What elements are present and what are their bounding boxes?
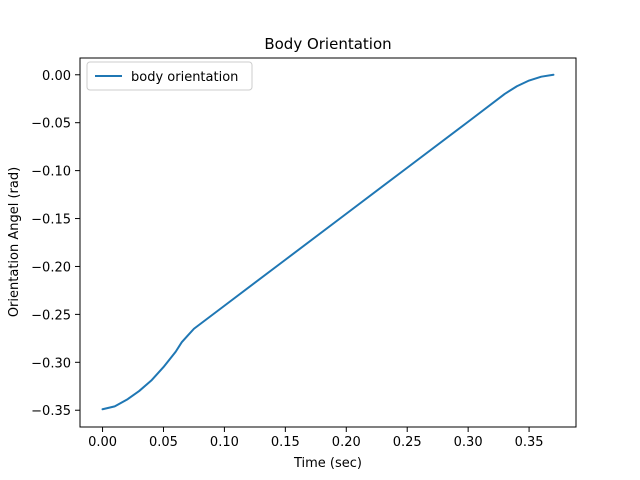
legend-box bbox=[86, 61, 253, 91]
y-tick-label: −0.10 bbox=[31, 165, 71, 180]
series-line-body-orientation bbox=[101, 73, 555, 411]
legend: body orientation bbox=[86, 61, 253, 91]
y-tick-label: −0.30 bbox=[31, 356, 71, 371]
x-tick-label: 0.25 bbox=[393, 435, 422, 450]
series-layer bbox=[101, 73, 555, 411]
y-tick-label: 0.00 bbox=[42, 69, 71, 84]
y-tick-label: −0.15 bbox=[31, 213, 71, 228]
x-tick-label: 0.15 bbox=[271, 435, 300, 450]
x-tick-label: 0.20 bbox=[332, 435, 361, 450]
legend-label-body-orientation: body orientation bbox=[131, 70, 238, 85]
x-axis-label: Time (sec) bbox=[293, 456, 362, 471]
x-tick-label: 0.00 bbox=[88, 435, 117, 450]
y-tick-label: −0.05 bbox=[31, 117, 71, 132]
x-tick-label: 0.10 bbox=[210, 435, 239, 450]
y-tick-label: −0.35 bbox=[31, 404, 71, 419]
y-axis-label: Orientation Angel (rad) bbox=[7, 167, 22, 317]
x-tick-label: 0.30 bbox=[454, 435, 483, 450]
x-axis-ticks: 0.00 0.05 0.10 0.15 0.20 0.25 0.30 0.35 bbox=[88, 427, 544, 450]
plot-axes bbox=[79, 57, 577, 428]
x-tick-label: 0.05 bbox=[149, 435, 178, 450]
y-axis-ticks: 0.00 −0.05 −0.10 −0.15 −0.20 −0.25 −0.30 −0.35 bbox=[31, 69, 80, 419]
y-tick-label: −0.20 bbox=[31, 260, 71, 275]
plot-frame bbox=[79, 57, 577, 428]
y-tick-label: −0.25 bbox=[31, 308, 71, 323]
x-tick-label: 0.35 bbox=[515, 435, 544, 450]
chart-title: Body Orientation bbox=[264, 35, 391, 53]
